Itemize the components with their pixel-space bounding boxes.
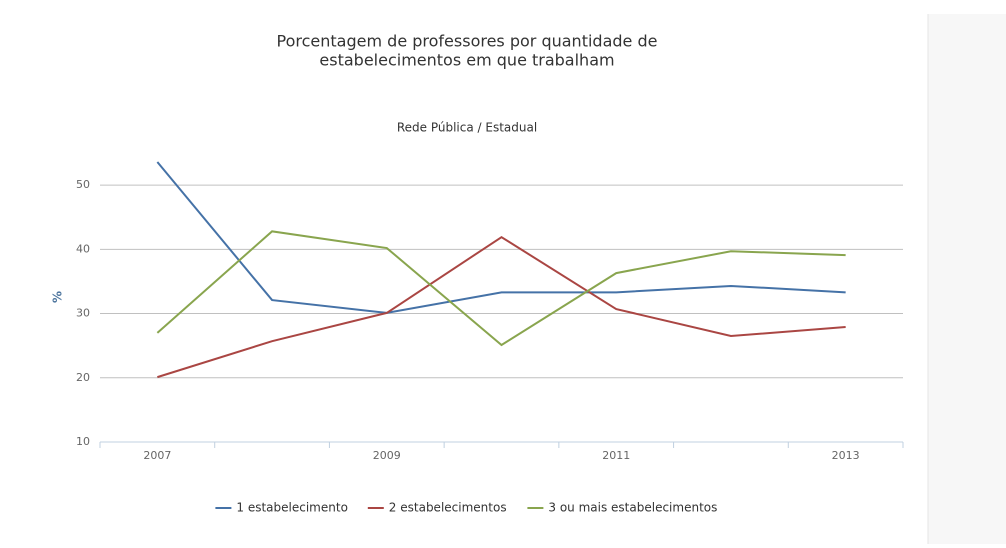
x-tick-label: 2007 <box>143 449 171 462</box>
legend-label: 1 estabelecimento <box>236 501 348 515</box>
y-axis-label: % <box>51 291 65 303</box>
series-line <box>156 161 846 314</box>
chart-title: Porcentagem de professores por quantidad… <box>277 32 658 51</box>
y-tick-label: 40 <box>76 242 90 255</box>
chart-title: estabelecimentos em que trabalham <box>319 51 614 70</box>
y-tick-label: 20 <box>76 371 90 384</box>
y-tick-label: 50 <box>76 178 90 191</box>
chart-subtitle: Rede Pública / Estadual <box>397 121 537 135</box>
y-tick-label: 10 <box>76 435 90 448</box>
series-line <box>157 235 846 379</box>
x-tick-label: 2011 <box>602 449 630 462</box>
legend-label: 2 estabelecimentos <box>389 501 507 515</box>
side-panel <box>928 14 1006 544</box>
legend-label: 3 ou mais estabelecimentos <box>548 501 717 515</box>
series-line <box>156 230 846 347</box>
x-tick-label: 2009 <box>373 449 401 462</box>
y-tick-label: 30 <box>76 307 90 320</box>
x-tick-label: 2013 <box>832 449 860 462</box>
